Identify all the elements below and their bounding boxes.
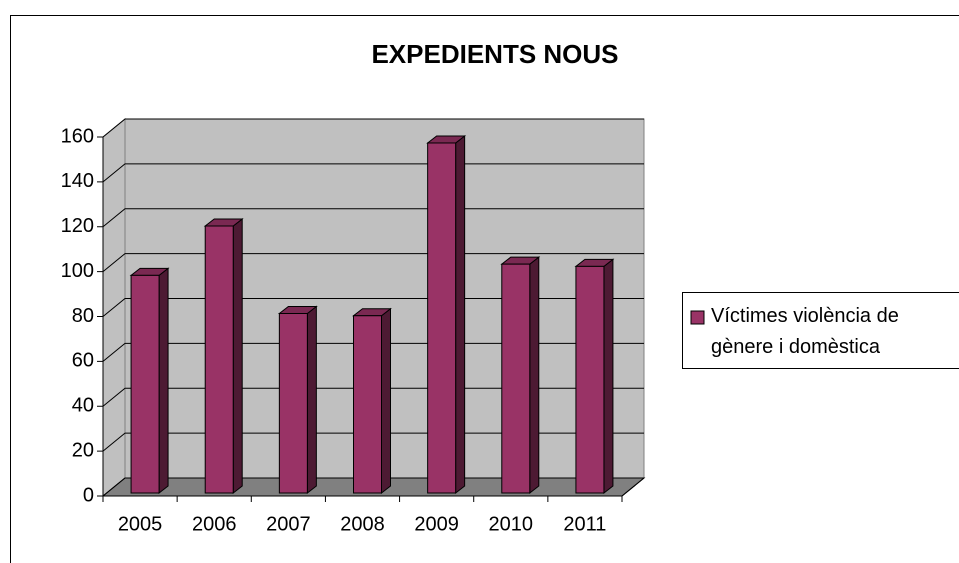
bar-front xyxy=(501,263,531,494)
y-tick-label: 140 xyxy=(61,170,94,192)
bar xyxy=(203,217,244,495)
grid-line xyxy=(102,342,644,362)
bar xyxy=(277,305,318,495)
legend-swatch xyxy=(690,310,705,325)
bar xyxy=(574,258,615,495)
x-tick-label: 2011 xyxy=(563,513,606,535)
grid-line xyxy=(102,208,644,228)
y-tick-label: 40 xyxy=(72,395,94,417)
y-tick-label: 0 xyxy=(83,484,94,506)
y-tick-label: 120 xyxy=(61,215,94,237)
x-tick-label: 2009 xyxy=(414,513,459,535)
bar-front xyxy=(353,315,382,494)
y-tick-label: 20 xyxy=(72,439,94,461)
bar-front xyxy=(204,225,234,494)
bar-side xyxy=(158,267,169,495)
x-tick-label: 2008 xyxy=(340,513,385,535)
bar xyxy=(500,256,541,495)
bar-front xyxy=(575,265,605,494)
y-tick-label: 160 xyxy=(61,125,94,147)
grid-line xyxy=(102,298,644,317)
x-tick-label: 2007 xyxy=(266,513,311,535)
grid-line xyxy=(102,253,644,273)
x-tick-label: 2010 xyxy=(489,513,534,535)
bar xyxy=(426,134,467,495)
legend-box xyxy=(682,292,959,369)
floor-edge xyxy=(621,477,645,497)
legend-label: Víctimes violència de gènere i domèstica xyxy=(711,305,899,358)
grid-line xyxy=(102,387,644,407)
grid-line xyxy=(102,477,644,497)
bar xyxy=(129,267,170,495)
legend-line: gènere i domèstica xyxy=(711,336,881,358)
legend-line: Víctimes violència de xyxy=(711,305,899,327)
bar-side xyxy=(529,256,540,495)
bar-front xyxy=(130,274,160,494)
y-tick-label: 60 xyxy=(72,350,94,372)
bar-side xyxy=(232,217,243,495)
bar-side xyxy=(306,305,317,495)
grid-line xyxy=(102,163,644,183)
chart-title: EXPEDIENTS NOUS xyxy=(371,39,618,69)
grid-line xyxy=(102,432,644,452)
bar-side xyxy=(381,307,391,495)
x-tick-label: 2005 xyxy=(118,513,163,535)
bar-side xyxy=(455,134,466,495)
bar-side xyxy=(603,258,614,495)
grid-line xyxy=(102,118,644,138)
y-tick-label: 100 xyxy=(61,260,94,282)
bar-front xyxy=(427,142,457,494)
y-tick-label: 80 xyxy=(72,305,94,327)
bar-front xyxy=(278,313,308,494)
x-tick-label: 2006 xyxy=(192,513,237,535)
bar xyxy=(352,307,392,495)
